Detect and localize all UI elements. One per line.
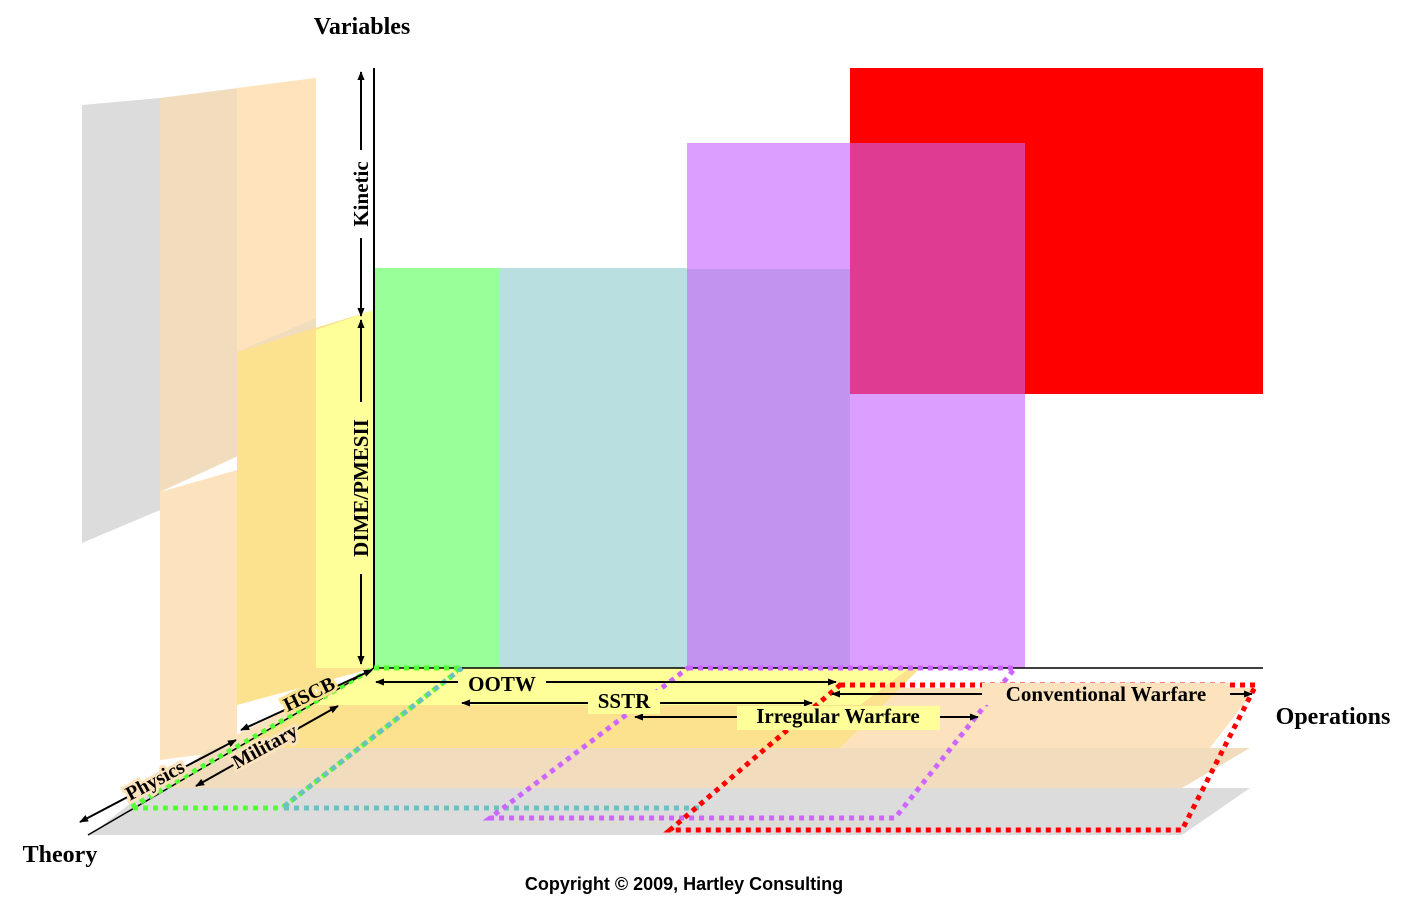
irregular-warfare-block-top	[687, 143, 851, 269]
ootw-label: OOTW	[468, 672, 536, 696]
theory-axis-title: Theory	[23, 842, 98, 868]
irregular-warfare-label: Irregular Warfare	[756, 704, 920, 728]
sstr-block	[500, 268, 688, 668]
operations-axis-title: Operations	[1276, 704, 1391, 730]
ootw-block	[375, 268, 501, 668]
military-back-plane-light	[237, 78, 316, 352]
irregular-warfare-block-right	[850, 393, 1025, 668]
dime-pmesii-label: DIME/PMESII	[349, 419, 373, 557]
physics-floor	[90, 788, 1250, 835]
military-side-strip	[160, 470, 237, 760]
hscb-range-arrow	[240, 669, 373, 731]
variables-axis-title: Variables	[314, 14, 410, 40]
overlap-block	[850, 143, 1025, 394]
sstr-label: SSTR	[598, 689, 651, 713]
conventional-warfare-label: Conventional Warfare	[1006, 682, 1206, 706]
copyright-footer: Copyright © 2009, Hartley Consulting	[525, 874, 843, 894]
military-floor	[160, 748, 1250, 788]
physics-back-plane	[82, 98, 160, 543]
irregular-sstr-overlap-block	[687, 268, 851, 668]
kinetic-label: Kinetic	[349, 161, 373, 226]
